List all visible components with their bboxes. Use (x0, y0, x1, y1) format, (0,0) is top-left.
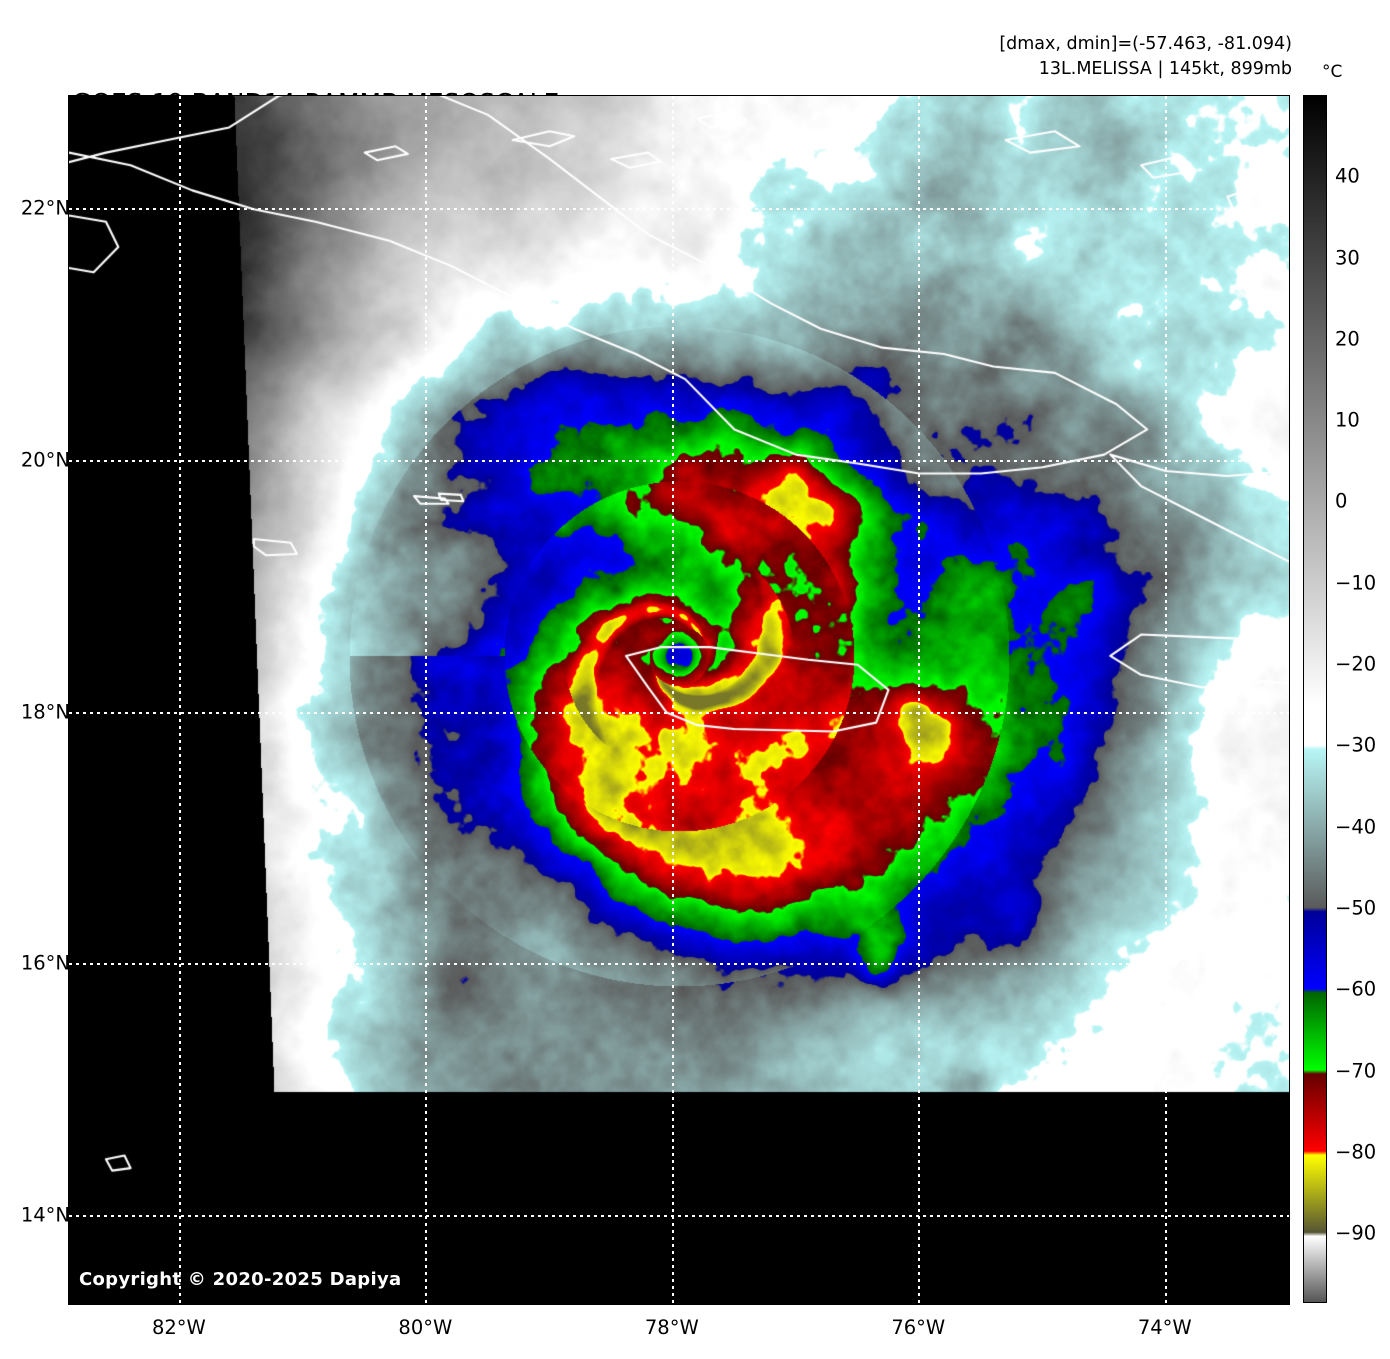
colorbar-tick-label: −50 (1335, 896, 1377, 920)
lon-tick-label: 78°W (644, 1316, 699, 1339)
colorbar-unit-label: °C (1322, 62, 1343, 82)
storm-info-label: 13L.MELISSA | 145kt, 899mb (1038, 58, 1292, 79)
colorbar-tick-label: −10 (1335, 571, 1377, 595)
lat-tick-label: 16°N (20, 951, 70, 975)
colorbar-gradient (1303, 95, 1327, 1303)
colorbar-tick-label: −80 (1335, 1140, 1377, 1164)
lon-tick-label: 76°W (891, 1316, 946, 1339)
colorbar-tick-label: −60 (1335, 977, 1377, 1001)
lat-tick-label: 14°N (20, 1203, 70, 1227)
colorbar-tick-label: −30 (1335, 733, 1377, 757)
colorbar-tick-label: 30 (1335, 246, 1360, 270)
lat-tick-label: 20°N (20, 448, 70, 472)
lon-tick-label: 82°W (151, 1316, 206, 1339)
colorbar-tick-label: −20 (1335, 652, 1377, 676)
lat-tick-label: 22°N (20, 196, 70, 220)
lon-tick-label: 74°W (1137, 1316, 1192, 1339)
colorbar-tick-label: −90 (1335, 1221, 1377, 1245)
data-min-max-label: [dmax, dmin]=(-57.463, -81.094) (999, 34, 1292, 54)
colorbar-tick-label: −40 (1335, 815, 1377, 839)
lon-tick-label: 80°W (398, 1316, 453, 1339)
lat-tick-label: 18°N (20, 700, 70, 724)
colorbar-tick-label: 20 (1335, 327, 1360, 351)
colorbar-tick-label: 10 (1335, 408, 1360, 432)
satellite-imagery-canvas (69, 96, 1289, 1304)
colorbar-tick-label: −70 (1335, 1059, 1377, 1082)
colorbar-tick-label: 0 (1335, 489, 1348, 513)
colorbar[interactable] (1303, 95, 1327, 1303)
map-plot-area[interactable]: Copyright © 2020-2025 Dapiya (68, 95, 1290, 1305)
colorbar-tick-label: 40 (1335, 164, 1360, 188)
copyright-label: Copyright © 2020-2025 Dapiya (79, 1269, 402, 1290)
figure-metadata: [dmax, dmin]=(-57.463, -81.094) 13L.MELI… (999, 32, 1292, 82)
